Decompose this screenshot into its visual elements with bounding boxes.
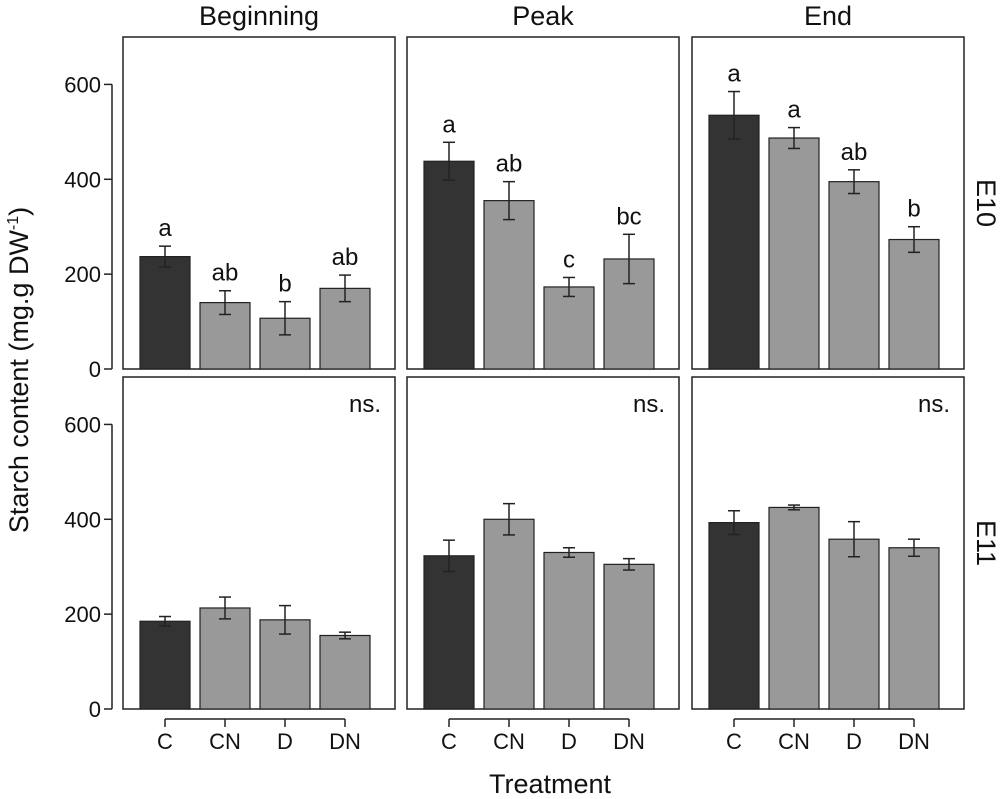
y-axis-title: Starch content (mg.g DW-1) — [4, 207, 34, 533]
bar-e10-end-dn — [888, 238, 940, 370]
column-title-peak: Peak — [512, 1, 574, 31]
bar-e10-beginning-c — [139, 255, 191, 370]
panel-e11-beginning: ns. — [122, 376, 396, 710]
bar-e11-end-cn — [768, 506, 820, 710]
x-tick-label-c: C — [441, 729, 457, 754]
significance-label: a — [787, 97, 801, 124]
bar-e11-beginning-c — [139, 620, 191, 710]
panel-frame — [691, 36, 965, 370]
x-tick-label-dn: DN — [898, 729, 930, 754]
x-tick-label-cn: CN — [778, 729, 810, 754]
significance-label: a — [158, 215, 172, 242]
bar-e11-end-c — [708, 522, 760, 710]
bar-e11-peak-dn — [603, 563, 655, 710]
y-tick-label: 600 — [64, 72, 101, 97]
panel-frame — [406, 376, 680, 710]
panel-frame — [122, 36, 396, 370]
row-label-e11: E11 — [971, 520, 1000, 566]
panel-frame — [406, 36, 680, 370]
x-axes: C CN D DN C CN D DN C CN D DN — [157, 718, 930, 754]
bar-e10-peak-cn — [483, 200, 535, 370]
y-tick-label: 400 — [64, 167, 101, 192]
x-axis-end: C CN D DN — [726, 718, 930, 754]
ns-annotation: ns. — [918, 391, 950, 418]
significance-label: bc — [616, 203, 641, 230]
panel-e11-peak: ns. — [406, 376, 680, 710]
y-axis-e10: 0 200 400 600 — [64, 72, 113, 382]
panel-e11-end: ns. — [691, 376, 965, 710]
x-tick-label-dn: DN — [613, 729, 645, 754]
column-title-end: End — [804, 1, 852, 31]
x-tick-label-dn: DN — [329, 729, 361, 754]
x-tick-label-cn: CN — [209, 729, 241, 754]
bar-e10-peak-d — [543, 286, 595, 370]
bar-e11-end-dn — [888, 547, 940, 710]
y-tick-label: 200 — [64, 602, 101, 627]
x-tick-label-d: D — [846, 729, 862, 754]
y-tick-label: 0 — [89, 697, 101, 722]
y-axes: 0 200 400 600 0 200 400 600 — [64, 72, 113, 722]
x-axis-beginning: C CN D DN — [157, 718, 361, 754]
x-axis-title: Treatment — [489, 769, 612, 799]
significance-label: ab — [496, 151, 523, 178]
significance-label: a — [727, 61, 741, 88]
significance-label: a — [442, 111, 456, 138]
significance-label: c — [563, 246, 575, 273]
y-tick-label: 600 — [64, 412, 101, 437]
x-tick-label-cn: CN — [493, 729, 525, 754]
panel-frame — [122, 376, 396, 710]
bar-e11-beginning-dn — [319, 634, 371, 710]
y-tick-label: 200 — [64, 262, 101, 287]
bar-e10-end-c — [708, 114, 760, 370]
y-axis-title-superscript: -1 — [5, 216, 22, 230]
x-tick-label-c: C — [726, 729, 742, 754]
bar-e11-end-d — [828, 538, 880, 710]
bar-e11-peak-d — [543, 551, 595, 710]
y-axis-e11: 0 200 400 600 — [64, 412, 113, 722]
y-tick-label: 0 — [89, 357, 101, 382]
bar-e11-beginning-cn — [199, 607, 251, 710]
x-tick-label-c: C — [157, 729, 173, 754]
panel-e10-beginning: a ab b ab — [122, 36, 396, 370]
bar-e10-end-d — [828, 181, 880, 370]
significance-label: ab — [841, 139, 868, 166]
panel-e10-end: a a ab b — [691, 36, 965, 370]
column-title-beginning: Beginning — [199, 1, 319, 31]
ns-annotation: ns. — [633, 391, 665, 418]
significance-label: ab — [212, 260, 239, 287]
bar-e11-peak-cn — [483, 518, 535, 710]
y-tick-label: 400 — [64, 507, 101, 532]
column-titles: Beginning Peak End — [199, 1, 852, 31]
panel-e10-peak: a ab c bc — [406, 36, 680, 370]
y-axis-title-suffix: ) — [4, 207, 34, 216]
bar-e10-end-cn — [768, 137, 820, 370]
panel-frame — [691, 376, 965, 710]
panels: a ab b ab a ab c bc a a ab b ns. ns. ns. — [122, 36, 965, 710]
ns-annotation: ns. — [349, 391, 381, 418]
bar-e10-peak-c — [423, 160, 475, 370]
x-tick-label-d: D — [561, 729, 577, 754]
bar-e11-peak-c — [423, 555, 475, 710]
row-labels: E10 E11 — [971, 179, 1000, 566]
significance-label: ab — [332, 244, 359, 271]
significance-label: b — [278, 271, 291, 298]
significance-label: b — [907, 196, 920, 223]
y-axis-title-main: Starch content (mg.g DW — [4, 230, 34, 534]
x-axis-peak: C CN D DN — [441, 718, 645, 754]
row-label-e10: E10 — [971, 179, 1000, 227]
x-tick-label-d: D — [277, 729, 293, 754]
